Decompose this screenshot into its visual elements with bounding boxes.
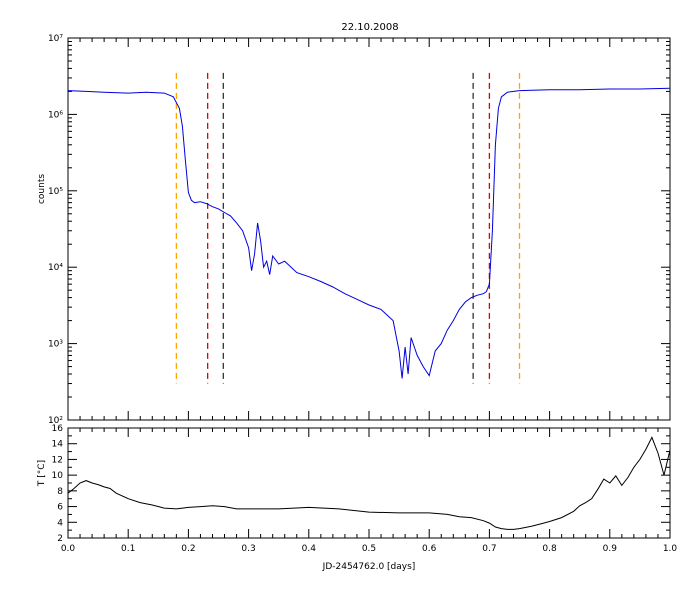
y-tick-label: 10 — [52, 471, 64, 481]
top-x-ticks — [67, 38, 671, 420]
y-tick-label: 14 — [52, 440, 64, 450]
x-axis-label: JD-2454762.0 [days] — [322, 562, 416, 572]
y-tick-label: 16 — [52, 424, 64, 434]
x-tick-label: 0.1 — [121, 544, 135, 554]
x-tick-label: 1.0 — [663, 544, 678, 554]
top-panel: 22.10.2008 10² 10³ 10⁴ 10⁵ 10⁶ 10⁷ counts — [37, 22, 671, 426]
y-tick-label: 10⁴ — [48, 263, 63, 273]
y-tick-label: 10³ — [48, 340, 63, 350]
y-axis-label-temperature: T [°C] — [37, 460, 47, 487]
temperature-series-line — [67, 436, 671, 530]
chart-title: 22.10.2008 — [341, 22, 398, 33]
y-tick-label: 10² — [48, 416, 63, 426]
x-tick-label: 0.6 — [422, 544, 437, 554]
top-plot-frame — [67, 37, 671, 421]
y-tick-label: 6 — [57, 503, 63, 513]
x-tick-label: 0.2 — [181, 544, 195, 554]
y-tick-label: 10⁵ — [48, 187, 63, 197]
bottom-panel: 2 4 6 8 10 12 14 16 0.0 0.1 0.2 0.3 0.4 0.5 0.6 0.7 0.8… — [37, 424, 677, 572]
vertical-markers — [175, 72, 521, 384]
top-y-ticks: 10² 10³ 10⁴ 10⁵ 10⁶ 10⁷ — [48, 34, 670, 426]
x-tick-label: 0.5 — [362, 544, 376, 554]
y-tick-label: 10⁶ — [48, 110, 63, 120]
y-tick-label: 4 — [57, 518, 63, 528]
x-tick-label: 0.3 — [241, 544, 255, 554]
x-tick-label: 0.9 — [603, 544, 618, 554]
y-axis-label-counts: counts — [37, 174, 47, 204]
x-tick-label: 0.8 — [542, 544, 557, 554]
x-tick-label: 0.7 — [482, 544, 496, 554]
counts-series-line — [67, 87, 671, 379]
y-tick-label: 8 — [57, 487, 63, 497]
x-tick-label: 0.4 — [302, 544, 317, 554]
x-tick-label: 0.0 — [61, 544, 76, 554]
bottom-plot-frame — [67, 427, 671, 539]
y-tick-label: 10⁷ — [48, 34, 63, 44]
y-tick-label: 12 — [52, 455, 63, 465]
bottom-x-ticks: 0.0 0.1 0.2 0.3 0.4 0.5 0.6 0.7 0.8 0.9 1.0 — [61, 428, 678, 554]
y-tick-label: 2 — [57, 534, 63, 544]
bottom-y-ticks: 2 4 6 8 10 12 14 16 — [52, 424, 670, 544]
